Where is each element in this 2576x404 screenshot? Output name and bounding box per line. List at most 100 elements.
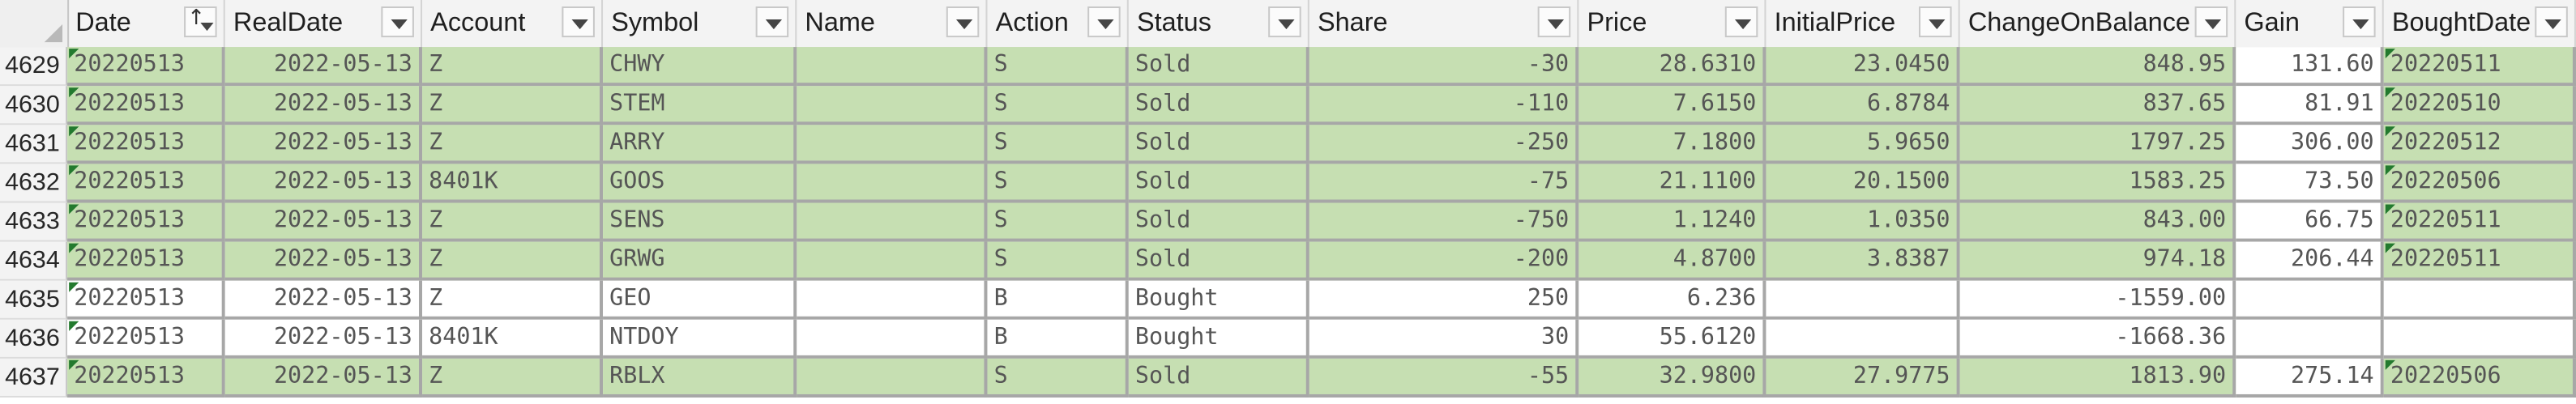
cell-action[interactable]: S	[987, 86, 1129, 125]
cell-account[interactable]: Z	[422, 358, 604, 398]
cell-realdate[interactable]: 2022-05-13	[224, 202, 423, 242]
cell-changeonbalance[interactable]: 1797.25	[1959, 125, 2236, 164]
filter-dropdown-button[interactable]	[1268, 6, 1301, 38]
column-header-realdate[interactable]: RealDate	[225, 0, 423, 48]
cell-symbol[interactable]: GRWG	[603, 241, 797, 281]
cell-initialprice[interactable]: 1.0350	[1766, 202, 1960, 242]
cell-realdate[interactable]: 2022-05-13	[224, 125, 423, 164]
cell-name[interactable]	[797, 241, 988, 281]
cell-initialprice[interactable]: 23.0450	[1766, 47, 1960, 87]
cell-account[interactable]: 8401K	[422, 164, 604, 203]
cell-share[interactable]: -250	[1309, 125, 1579, 164]
cell-price[interactable]: 28.6310	[1578, 47, 1766, 87]
cell-boughtdate[interactable]: 20220511	[2383, 202, 2576, 242]
cell-action[interactable]: B	[987, 319, 1129, 359]
cell-name[interactable]	[797, 202, 988, 242]
row-number-header[interactable]: 4632	[0, 164, 68, 203]
row-number-header[interactable]: 4629	[0, 47, 68, 87]
filter-dropdown-button[interactable]	[381, 6, 414, 38]
cell-realdate[interactable]: 2022-05-13	[224, 86, 423, 125]
cell-symbol[interactable]: SENS	[603, 202, 797, 242]
cell-name[interactable]	[797, 280, 988, 320]
cell-account[interactable]: Z	[422, 47, 604, 87]
cell-name[interactable]	[797, 164, 988, 203]
cell-gain[interactable]: 306.00	[2236, 125, 2384, 164]
cell-initialprice[interactable]: 6.8784	[1766, 86, 1960, 125]
cell-changeonbalance[interactable]: 848.95	[1959, 47, 2236, 87]
cell-account[interactable]: Z	[422, 86, 604, 125]
filter-dropdown-button[interactable]	[1724, 6, 1758, 38]
column-header-price[interactable]: Price	[1578, 0, 1766, 48]
cell-realdate[interactable]: 2022-05-13	[224, 164, 423, 203]
filter-dropdown-button[interactable]	[1537, 6, 1571, 38]
cell-date[interactable]: 20220513	[67, 358, 225, 398]
cell-boughtdate[interactable]: 20220506	[2383, 358, 2576, 398]
cell-price[interactable]: 7.6150	[1578, 86, 1766, 125]
cell-boughtdate[interactable]: 20220511	[2383, 241, 2576, 281]
column-header-date[interactable]: Date ↑	[67, 0, 225, 48]
filter-dropdown-button[interactable]	[946, 6, 980, 38]
cell-action[interactable]: S	[987, 241, 1129, 281]
cell-changeonbalance[interactable]: 837.65	[1959, 86, 2236, 125]
cell-share[interactable]: 250	[1309, 280, 1579, 320]
cell-realdate[interactable]: 2022-05-13	[224, 319, 423, 359]
cell-symbol[interactable]: GEO	[603, 280, 797, 320]
row-number-header[interactable]: 4630	[0, 86, 68, 125]
cell-action[interactable]: S	[987, 47, 1129, 87]
cell-boughtdate[interactable]	[2383, 280, 2576, 320]
cell-initialprice[interactable]: 20.1500	[1766, 164, 1960, 203]
cell-gain[interactable]	[2236, 280, 2384, 320]
cell-gain[interactable]: 81.91	[2236, 86, 2384, 125]
cell-share[interactable]: -75	[1309, 164, 1579, 203]
row-number-header[interactable]: 4634	[0, 241, 68, 281]
cell-date[interactable]: 20220513	[67, 164, 225, 203]
cell-realdate[interactable]: 2022-05-13	[224, 47, 423, 87]
cell-status[interactable]: Bought	[1128, 280, 1309, 320]
cell-status[interactable]: Sold	[1128, 125, 1309, 164]
cell-action[interactable]: S	[987, 164, 1129, 203]
cell-changeonbalance[interactable]: -1559.00	[1959, 280, 2236, 320]
cell-gain[interactable]: 131.60	[2236, 47, 2384, 87]
column-header-account[interactable]: Account	[422, 0, 604, 48]
cell-gain[interactable]	[2236, 319, 2384, 359]
cell-status[interactable]: Sold	[1128, 164, 1309, 203]
filter-dropdown-button[interactable]	[2343, 6, 2376, 38]
cell-action[interactable]: S	[987, 202, 1129, 242]
cell-action[interactable]: S	[987, 358, 1129, 398]
cell-gain[interactable]: 206.44	[2236, 241, 2384, 281]
cell-share[interactable]: -30	[1309, 47, 1579, 87]
column-header-gain[interactable]: Gain	[2236, 0, 2384, 48]
cell-date[interactable]: 20220513	[67, 280, 225, 320]
cell-realdate[interactable]: 2022-05-13	[224, 280, 423, 320]
cell-date[interactable]: 20220513	[67, 202, 225, 242]
cell-share[interactable]: -750	[1309, 202, 1579, 242]
filter-dropdown-button[interactable]	[2535, 6, 2568, 38]
cell-date[interactable]: 20220513	[67, 86, 225, 125]
cell-price[interactable]: 21.1100	[1578, 164, 1766, 203]
cell-changeonbalance[interactable]: 974.18	[1959, 241, 2236, 281]
row-number-header[interactable]: 4637	[0, 358, 68, 398]
cell-initialprice[interactable]: 27.9775	[1766, 358, 1960, 398]
column-header-changeonbalance[interactable]: ChangeOnBalance	[1960, 0, 2236, 48]
cell-boughtdate[interactable]: 20220511	[2383, 47, 2576, 87]
cell-initialprice[interactable]	[1766, 280, 1960, 320]
filter-dropdown-button[interactable]	[1919, 6, 1952, 38]
column-header-initialprice[interactable]: InitialPrice	[1766, 0, 1960, 48]
cell-name[interactable]	[797, 319, 988, 359]
row-number-header[interactable]: 4636	[0, 319, 68, 359]
cell-date[interactable]: 20220513	[67, 241, 225, 281]
cell-share[interactable]: 30	[1309, 319, 1579, 359]
cell-date[interactable]: 20220513	[67, 47, 225, 87]
cell-boughtdate[interactable]: 20220506	[2383, 164, 2576, 203]
cell-initialprice[interactable]	[1766, 319, 1960, 359]
cell-symbol[interactable]: CHWY	[603, 47, 797, 87]
cell-account[interactable]: 8401K	[422, 319, 604, 359]
cell-changeonbalance[interactable]: 1813.90	[1959, 358, 2236, 398]
cell-share[interactable]: -55	[1309, 358, 1579, 398]
filter-dropdown-button[interactable]	[562, 6, 595, 38]
cell-gain[interactable]: 66.75	[2236, 202, 2384, 242]
cell-initialprice[interactable]: 5.9650	[1766, 125, 1960, 164]
cell-action[interactable]: S	[987, 125, 1129, 164]
cell-symbol[interactable]: RBLX	[603, 358, 797, 398]
cell-date[interactable]: 20220513	[67, 125, 225, 164]
